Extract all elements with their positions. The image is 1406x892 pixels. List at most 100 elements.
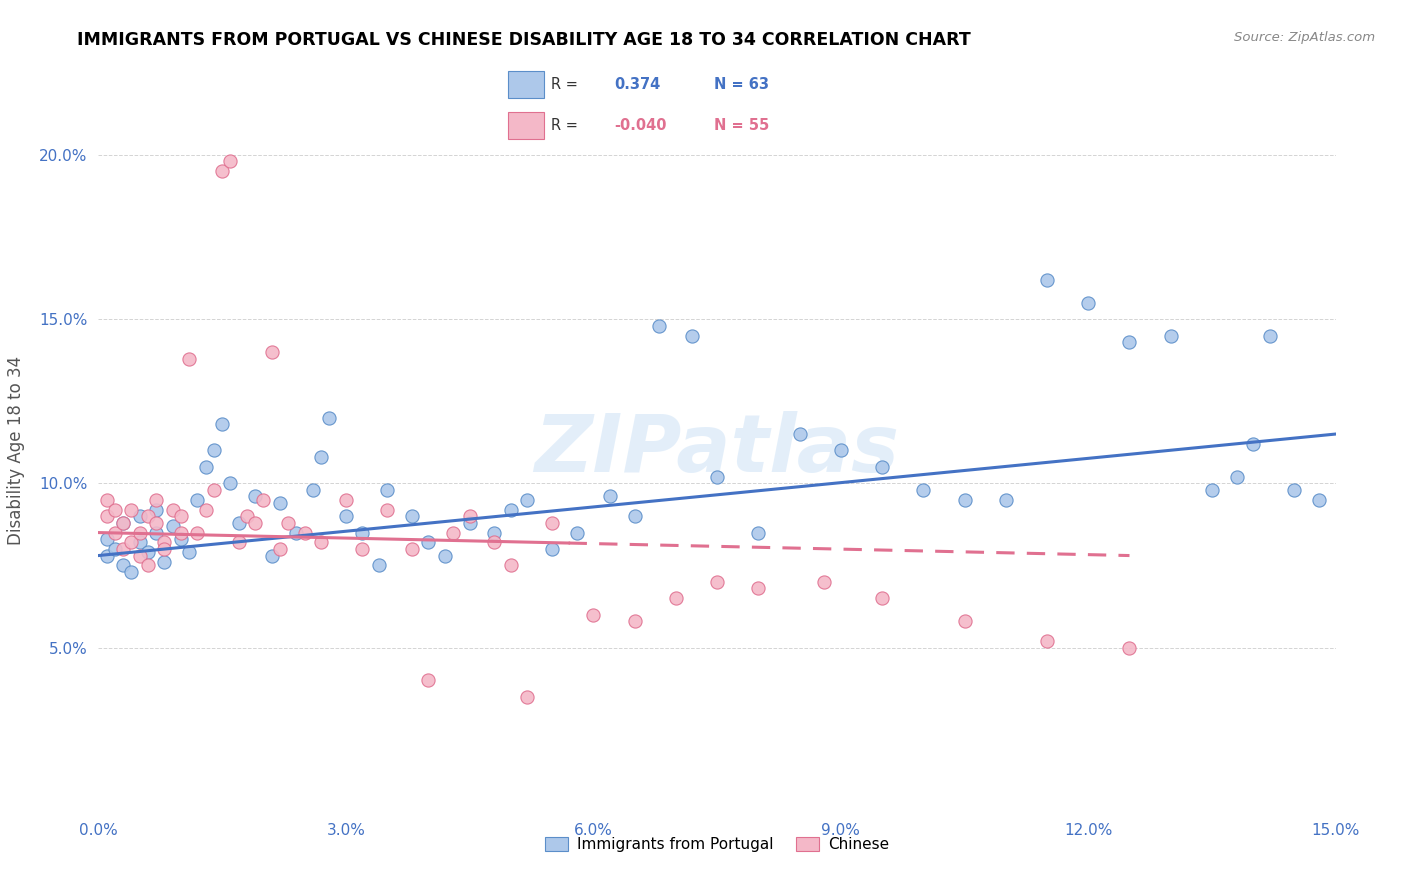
Text: N = 55: N = 55 [714, 118, 769, 133]
Point [665, 591, 688, 606]
Point [1241, 437, 1264, 451]
Point [953, 614, 976, 628]
Point [458, 516, 481, 530]
Point [153, 555, 176, 569]
Point [499, 558, 522, 573]
Point [219, 154, 242, 169]
Point [260, 345, 283, 359]
Point [128, 549, 150, 563]
Point [219, 476, 242, 491]
Point [953, 492, 976, 507]
Point [1036, 634, 1059, 648]
Point [599, 490, 621, 504]
Point [789, 427, 811, 442]
Point [228, 516, 250, 530]
Point [277, 516, 299, 530]
Point [309, 535, 332, 549]
Point [367, 558, 389, 573]
Point [418, 673, 440, 688]
Text: -0.040: -0.040 [614, 118, 666, 133]
Point [648, 318, 671, 333]
Point [120, 502, 142, 516]
Point [194, 459, 217, 474]
Point [112, 558, 135, 573]
Point [120, 535, 142, 549]
Point [747, 525, 769, 540]
Text: N = 63: N = 63 [714, 77, 769, 92]
Point [186, 525, 208, 540]
Point [706, 574, 728, 589]
Point [335, 492, 357, 507]
Point [1226, 469, 1249, 483]
Point [145, 516, 167, 530]
Point [96, 509, 118, 524]
Point [302, 483, 325, 497]
Point [194, 502, 217, 516]
Point [145, 525, 167, 540]
Point [112, 516, 135, 530]
Bar [508, 112, 544, 139]
Point [145, 492, 167, 507]
Point [516, 492, 538, 507]
Point [236, 509, 259, 524]
Point [186, 492, 208, 507]
Point [706, 469, 728, 483]
Point [96, 549, 118, 563]
Point [912, 483, 935, 497]
Text: IMMIGRANTS FROM PORTUGAL VS CHINESE DISABILITY AGE 18 TO 34 CORRELATION CHART: IMMIGRANTS FROM PORTUGAL VS CHINESE DISA… [77, 31, 972, 49]
Point [541, 541, 564, 556]
Point [269, 496, 291, 510]
Point [211, 164, 233, 178]
Point [104, 541, 127, 556]
Point [136, 509, 159, 524]
Point [202, 483, 225, 497]
Point [623, 509, 645, 524]
Point [352, 525, 374, 540]
Point [145, 502, 167, 516]
Text: ZIPatlas: ZIPatlas [534, 411, 900, 490]
Point [128, 509, 150, 524]
Point [202, 443, 225, 458]
Text: 0.374: 0.374 [614, 77, 659, 92]
Point [243, 516, 266, 530]
Point [104, 525, 127, 540]
Point [170, 525, 193, 540]
Point [1118, 334, 1140, 349]
Point [1201, 483, 1223, 497]
Text: R =: R = [551, 118, 578, 133]
Point [136, 545, 159, 559]
Point [285, 525, 308, 540]
Point [104, 502, 127, 516]
Point [112, 541, 135, 556]
Text: Source: ZipAtlas.com: Source: ZipAtlas.com [1234, 31, 1375, 45]
Point [582, 607, 605, 622]
Bar [508, 71, 544, 98]
Point [170, 532, 193, 546]
Point [335, 509, 357, 524]
Point [309, 450, 332, 464]
Point [128, 535, 150, 549]
Point [565, 525, 588, 540]
Point [830, 443, 852, 458]
Point [1258, 328, 1281, 343]
Point [153, 541, 176, 556]
Point [1118, 640, 1140, 655]
Point [375, 502, 398, 516]
Point [1284, 483, 1306, 497]
Point [179, 351, 201, 366]
Point [243, 490, 266, 504]
Point [294, 525, 316, 540]
Point [1308, 492, 1330, 507]
Point [994, 492, 1017, 507]
Legend: Immigrants from Portugal, Chinese: Immigrants from Portugal, Chinese [538, 830, 896, 858]
Point [375, 483, 398, 497]
Point [179, 545, 201, 559]
Point [136, 558, 159, 573]
Point [96, 532, 118, 546]
Point [1160, 328, 1182, 343]
Point [260, 549, 283, 563]
Point [228, 535, 250, 549]
Point [269, 541, 291, 556]
Y-axis label: Disability Age 18 to 34: Disability Age 18 to 34 [7, 356, 25, 545]
Point [813, 574, 835, 589]
